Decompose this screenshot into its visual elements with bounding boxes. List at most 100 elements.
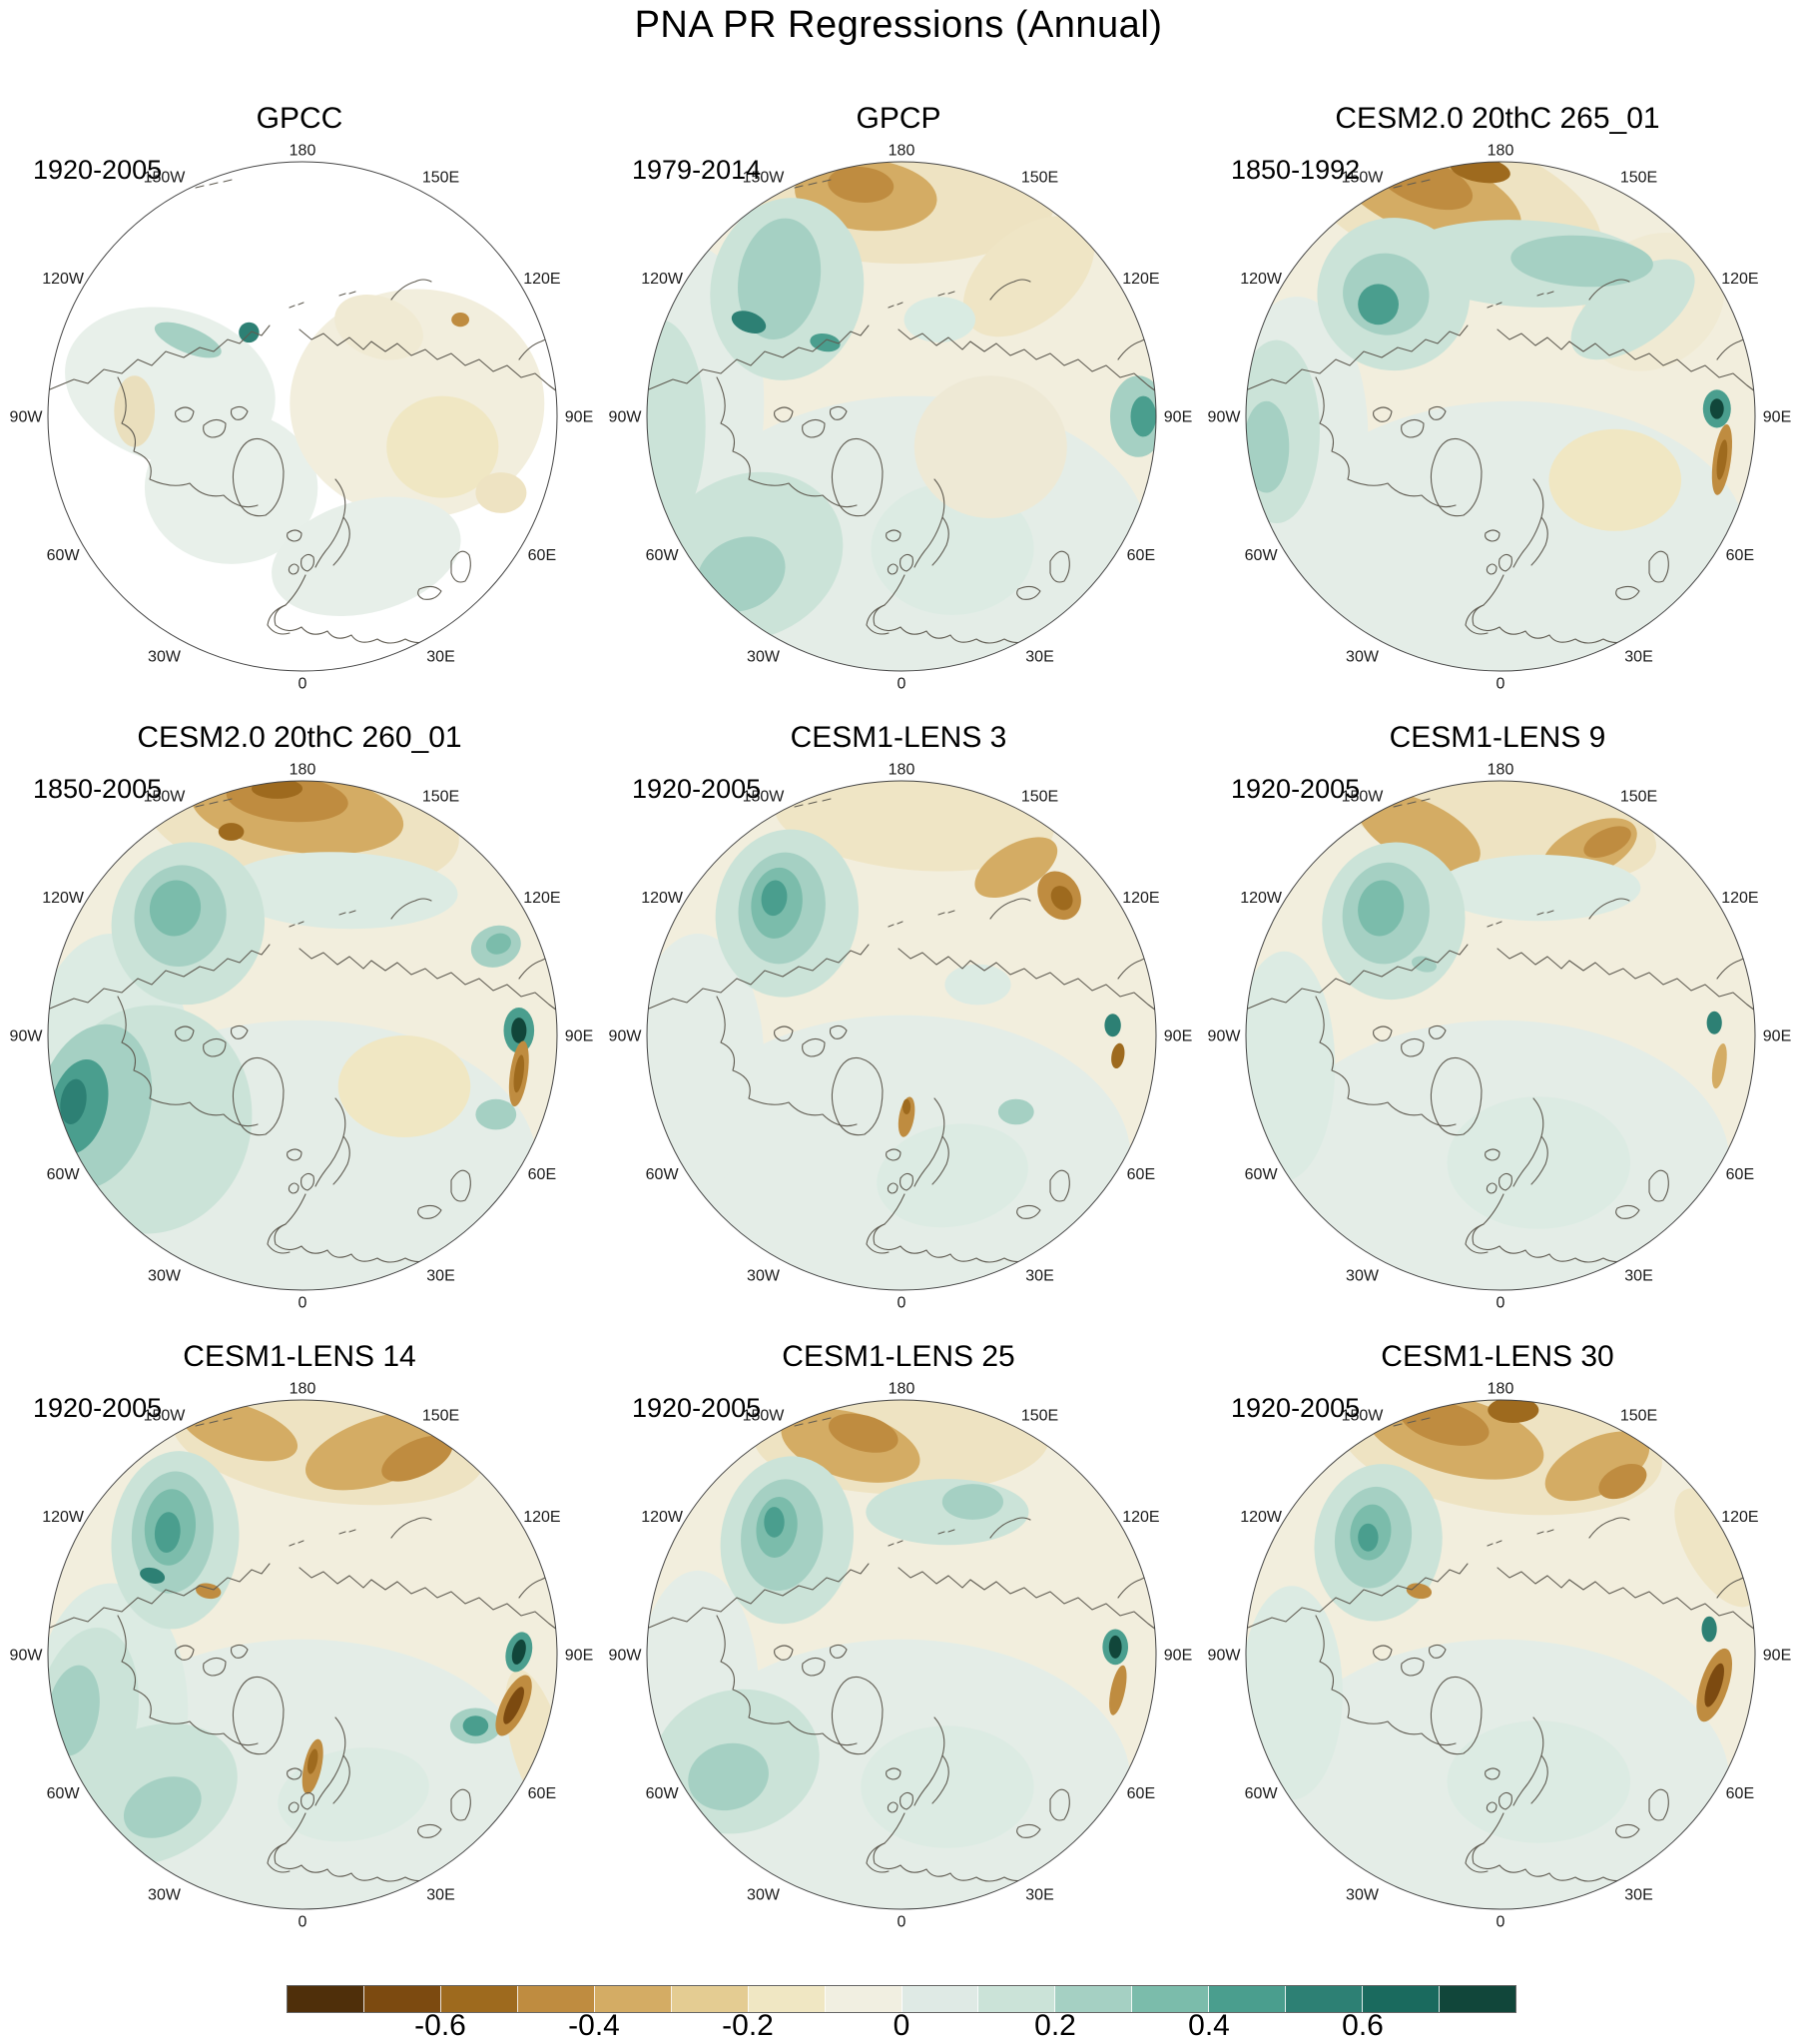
- colorbar-segment: [1209, 1986, 1287, 2012]
- longitude-label: 120W: [1240, 1509, 1283, 1526]
- polar-map-svg: 180 150E 120E 90E 60E 30E 0 30W 60W 90W 120W 150W: [10, 762, 594, 1312]
- longitude-label: 150E: [1021, 1408, 1058, 1425]
- longitude-label: 180: [290, 762, 316, 779]
- panel-title: GPCP: [856, 102, 941, 135]
- panel-title: CESM1-LENS 25: [782, 1340, 1015, 1373]
- longitude-label: 120E: [1122, 890, 1159, 907]
- longitude-label: 60W: [646, 1166, 680, 1183]
- colorbar-segment: [517, 1986, 595, 2012]
- longitude-label: 30E: [1025, 1887, 1053, 1904]
- panel-period: 1850-2005: [33, 774, 163, 804]
- longitude-label: 120E: [1122, 1509, 1159, 1526]
- longitude-label: 0: [299, 1295, 307, 1312]
- longitude-label: 30W: [1346, 1887, 1380, 1904]
- map-panel-cesm2-265: 180 150E 120E 90E 60E 30E 0 30W 60W 90W 120W 150W C…: [1198, 60, 1797, 693]
- map-panel-cesm2-260: 180 150E 120E 90E 60E 30E 0 30W 60W 90W 120W 150W C…: [0, 679, 599, 1312]
- longitude-label: 90W: [1208, 1028, 1242, 1045]
- longitude-label: 90E: [1164, 1648, 1192, 1665]
- longitude-label: 60W: [1245, 1166, 1279, 1183]
- polar-map-svg: 180 150E 120E 90E 60E 30E 0 30W 60W 90W 120W 150W: [1208, 143, 1792, 693]
- polar-map-gpcp: 180 150E 120E 90E 60E 30E 0 30W 60W 90W 120W 150W: [599, 60, 1198, 693]
- longitude-label: 30E: [1025, 649, 1053, 666]
- colorbar-tick-label: -0.6: [414, 2009, 466, 2042]
- colorbar-segment: [901, 1986, 979, 2012]
- longitude-label: 180: [889, 1381, 915, 1398]
- polar-map-svg: 180 150E 120E 90E 60E 30E 0 30W 60W 90W 120W 150W: [609, 1381, 1193, 1931]
- panel-period: 1920-2005: [33, 1393, 163, 1423]
- colorbar-tick-label: 0.2: [1034, 2009, 1076, 2042]
- longitude-label: 150W: [743, 789, 786, 806]
- longitude-label: 90E: [565, 1648, 593, 1665]
- longitude-label: 60E: [1127, 547, 1155, 564]
- longitude-label: 150W: [144, 789, 187, 806]
- panel-title: CESM1-LENS 3: [790, 721, 1007, 754]
- panel-title: CESM1-LENS 9: [1389, 721, 1606, 754]
- longitude-label: 120W: [42, 890, 85, 907]
- longitude-label: 90W: [609, 1648, 643, 1665]
- polar-map-lens14: 180 150E 120E 90E 60E 30E 0 30W 60W 90W 120W 150W: [0, 1298, 599, 1931]
- longitude-label: 90E: [565, 409, 593, 426]
- longitude-label: 120E: [523, 271, 560, 288]
- longitude-label: 90E: [1164, 409, 1192, 426]
- map-panel-gpcp: 180 150E 120E 90E 60E 30E 0 30W 60W 90W 120W 150W G…: [599, 60, 1198, 693]
- longitude-label: 0: [898, 1295, 906, 1312]
- polar-map-cesm2-265: 180 150E 120E 90E 60E 30E 0 30W 60W 90W 120W 150W: [1198, 60, 1797, 693]
- longitude-label: 180: [290, 143, 316, 160]
- colorbar-segment: [594, 1986, 672, 2012]
- longitude-label: 30W: [148, 1887, 182, 1904]
- polar-map-svg: 180 150E 120E 90E 60E 30E 0 30W 60W 90W 120W 150W: [1208, 762, 1792, 1312]
- panel-period: 1920-2005: [632, 1393, 762, 1423]
- longitude-label: 90E: [1763, 409, 1791, 426]
- colorbar-strip: [287, 1985, 1516, 2013]
- longitude-label: 120E: [1721, 271, 1758, 288]
- longitude-label: 30W: [148, 1268, 182, 1285]
- longitude-label: 150E: [1620, 1408, 1657, 1425]
- colorbar-tick-label: 0.4: [1188, 2009, 1230, 2042]
- panel-title: CESM2.0 20thC 260_01: [137, 721, 462, 754]
- colorbar-segment: [671, 1986, 749, 2012]
- colorbar-tick-label: 0.6: [1342, 2009, 1384, 2042]
- colorbar-tick-label: -0.2: [722, 2009, 774, 2042]
- longitude-label: 90E: [1763, 1028, 1791, 1045]
- longitude-label: 90W: [609, 1028, 643, 1045]
- longitude-label: 60W: [47, 547, 81, 564]
- longitude-label: 30W: [747, 1268, 781, 1285]
- longitude-label: 60E: [1726, 1166, 1754, 1183]
- longitude-label: 90W: [10, 1028, 44, 1045]
- polar-map-lens25: 180 150E 120E 90E 60E 30E 0 30W 60W 90W 120W 150W: [599, 1298, 1198, 1931]
- longitude-label: 30W: [148, 649, 182, 666]
- figure-title: PNA PR Regressions (Annual): [634, 4, 1163, 46]
- panel-title: GPCC: [256, 102, 343, 135]
- longitude-label: 120E: [1721, 1509, 1758, 1526]
- longitude-label: 180: [889, 143, 915, 160]
- longitude-label: 60E: [1127, 1785, 1155, 1802]
- longitude-label: 90E: [1164, 1028, 1192, 1045]
- longitude-label: 180: [290, 1381, 316, 1398]
- longitude-label: 0: [299, 1914, 307, 1931]
- colorbar-segment: [978, 1986, 1056, 2012]
- colorbar-segment: [1440, 1986, 1515, 2012]
- map-panel-lens9: 180 150E 120E 90E 60E 30E 0 30W 60W 90W 120W 150W C…: [1198, 679, 1797, 1312]
- longitude-label: 60E: [1726, 547, 1754, 564]
- polar-map-gpcc: 180 150E 120E 90E 60E 30E 0 30W 60W 90W 120W 150W: [0, 60, 599, 693]
- longitude-label: 60W: [646, 1785, 680, 1802]
- longitude-label: 30W: [1346, 649, 1380, 666]
- longitude-label: 60W: [1245, 547, 1279, 564]
- panel-period: 1920-2005: [33, 155, 163, 185]
- longitude-label: 150E: [1620, 170, 1657, 187]
- colorbar-segment: [825, 1986, 902, 2012]
- longitude-label: 90W: [609, 409, 643, 426]
- longitude-label: 180: [889, 762, 915, 779]
- longitude-label: 120W: [641, 271, 684, 288]
- longitude-label: 30E: [1624, 649, 1652, 666]
- polar-map-lens9: 180 150E 120E 90E 60E 30E 0 30W 60W 90W 120W 150W: [1198, 679, 1797, 1312]
- longitude-label: 0: [299, 676, 307, 693]
- longitude-label: 90E: [1763, 1648, 1791, 1665]
- longitude-label: 120E: [523, 890, 560, 907]
- panel-title: CESM1-LENS 14: [183, 1340, 416, 1373]
- longitude-label: 60W: [646, 547, 680, 564]
- colorbar-segment: [1132, 1986, 1210, 2012]
- colorbar-segment: [440, 1986, 518, 2012]
- colorbar-segment: [1055, 1986, 1133, 2012]
- longitude-label: 90W: [1208, 1648, 1242, 1665]
